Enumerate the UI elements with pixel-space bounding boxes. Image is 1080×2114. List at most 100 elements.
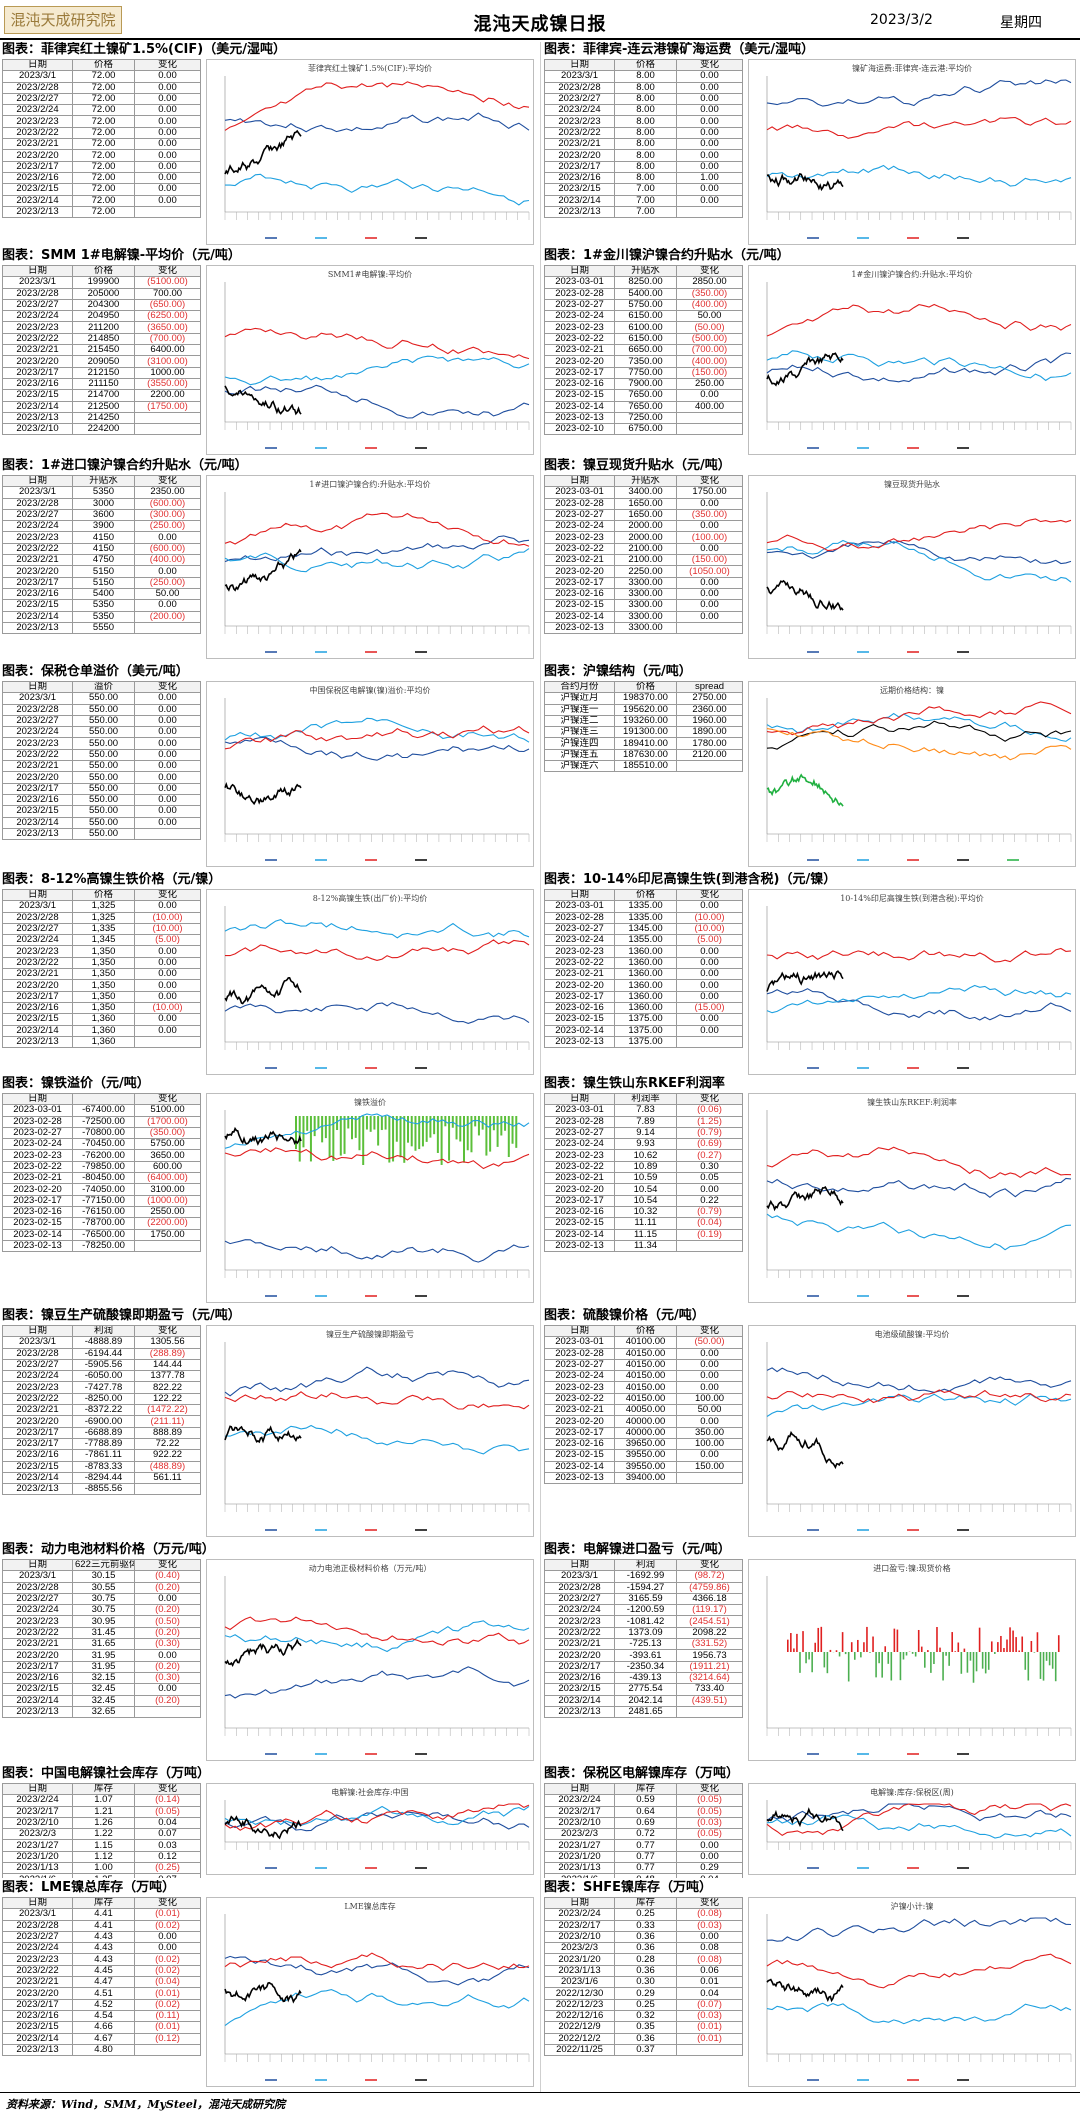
table-row: 2023/2/21 72.00 0.00 [2,138,201,151]
report-header: 混沌天成研究院 混沌天成镍日报 2023/3/2 星期四 [0,0,1080,40]
trend-chart: 中国保税区电解镍(镍)溢价:平均价 [206,681,534,867]
table-cell: 2023/2/16 [2,1001,73,1015]
table-row: 2023/2/22 1,350 0.00 [2,956,201,970]
table-cell: 4.43 [72,1953,135,1966]
table-cell: 1.00 [676,171,743,185]
table-row: 2023/2/3 0.36 0.08 [544,1942,743,1955]
table-cell: 0.00 [134,956,201,970]
table-cell: 11.11 [614,1217,677,1230]
table-header: 日期 [544,1092,615,1106]
table-cell: 2023/2/22 [544,1626,615,1640]
table-cell: 2023/2/17 [544,160,615,173]
table-cell: 0.69 [614,1816,677,1830]
table-row: 2023/2/24 204950 (6250.00) [2,310,201,323]
table-row: 2023/3/1 8.00 0.00 [544,70,743,83]
data-table: 日期 溢价 变化 2023/3/1 550.00 0.00 2023/2/28 550.00 0… [2,680,201,841]
table-cell: 2023/2/28 [2,287,73,300]
table-cell: 4.54 [72,2009,135,2023]
table-cell: 0.00 [676,115,743,128]
table-cell: 2023-02-13 [2,1239,73,1253]
table-cell: (10.00) [676,922,743,936]
table-row: 2023/2/13 5550 [2,621,201,635]
table-cell: 3650.00 [134,1149,201,1162]
table-cell: 2023-02-13 [544,411,615,425]
table-cell: 0.00 [676,1013,743,1026]
chart-canvas [224,1914,530,2081]
table-row: 2023/2/15 -8783.33 (488.89) [2,1460,201,1473]
bar-mark [466,1116,469,1151]
table-row: 2023/2/13 72.00 [2,205,201,219]
panel-title: 图表：动力电池材料价格（万元/吨） [2,1542,215,1557]
bar-mark [504,1116,507,1131]
chart-title: 8-12%高镍生铁(出厂价):平均价 [312,894,428,903]
series-line [224,512,530,547]
table-row: 2023/2/14 72.00 0.00 [2,194,201,207]
table-row: 2023/2/27 -5905.56 144.44 [2,1358,201,1372]
table-cell: (211.11) [134,1415,201,1428]
table-cell: (4759.86) [676,1581,743,1594]
table-cell: 31.45 [72,1626,135,1640]
table-cell: (0.20) [134,1581,201,1594]
chart-title: 电解镍:库存:保税区(周) [870,1788,954,1797]
table-cell: 2023/2/23 [2,531,73,544]
panel-title: 图表：硫酸镍价格（元/吨） [544,1308,705,1323]
table-cell: 195620.00 [614,703,677,716]
table-cell: 700.00 [134,287,201,300]
table-cell: 733.40 [676,1683,743,1696]
table-cell: 0.00 [676,126,743,140]
table-cell: 32.15 [72,1671,135,1685]
table-header: 变化 [134,1092,201,1106]
table-row: 2023/2/14 2042.14 (439.51) [544,1694,743,1707]
table-row: 2023/3/1 30.15 (0.40) [2,1570,201,1583]
bar-mark [395,1116,398,1142]
trend-chart: SMM1#电解镍:平均价 [206,265,534,455]
table-cell: 2023-02-27 [544,508,615,522]
table-cell: -67400.00 [72,1104,135,1117]
bar-mark [802,1631,804,1652]
table-cell [134,827,201,841]
bar-mark [414,1116,417,1151]
table-row: 2023/2/14 5350 (200.00) [2,610,201,623]
table-cell: (0.79) [676,1126,743,1140]
table-cell: 沪镍连六 [544,760,615,773]
table-cell [134,411,201,425]
table-cell: 3300.00 [614,587,677,601]
table-row: 2023/2/27 72.00 0.00 [2,92,201,106]
table-cell: 1.25 [72,1873,135,1878]
table-cell: 0.25 [614,1998,677,2011]
series-line [224,1126,302,1146]
table-cell: 2850.00 [676,276,743,289]
table-cell: 2023/2/28 [2,497,73,510]
chart-canvas [766,1914,1072,2081]
panel-8: 图表：沪镍结构（元/吨） 合约月份 价格 spread 沪镍近月 198370.00 275… [544,664,1078,870]
table-row: 2023/2/23 72.00 0.00 [2,115,201,128]
bar-mark [365,1116,368,1130]
bar-mark [808,1652,810,1660]
table-cell: 2023/2/21 [2,760,73,773]
table-cell: 2023/2/16 [2,2009,73,2023]
bar-mark [1015,1637,1017,1652]
table-cell: 2023-02-14 [2,1228,73,1241]
table-row: 2023/2/17 0.64 (0.05) [544,1805,743,1818]
table-cell: 2023-03-01 [544,1336,615,1349]
table-row: 2022/12/9 0.35 (0.01) [544,2021,743,2034]
bar-mark [841,1632,844,1652]
table-cell: 550.00 [72,737,135,750]
table-cell: 2023/2/14 [2,816,73,829]
table-cell: 250.00 [676,377,743,391]
table-header: 升贴水 [614,264,677,278]
table-cell: 2023/2/10 [544,1816,615,1830]
table-cell: (0.20) [134,1604,201,1617]
data-table: 日期 价格 变化 2023/3/1 1,325 0.00 2023/2/28 1,325 (10… [2,888,201,1049]
table-row: 2023/2/17 -7788.89 72.22 [2,1437,201,1451]
table-cell: 2023/2/28 [544,1581,615,1594]
panel-5: 图表：1#进口镍沪镍合约升贴水（元/吨） 日期 升贴水 变化 2023/3/1 5350 2… [2,458,536,662]
bar-mark [793,1648,795,1652]
bar-mark [838,1652,841,1657]
table-cell: 2023-02-16 [544,1205,615,1219]
table-row: 2023-03-01 3400.00 1750.00 [544,486,743,499]
table-cell: 550.00 [72,816,135,829]
panel-title: 图表：LME镍总库存（万吨） [2,1880,176,1895]
table-cell: 204950 [72,310,135,323]
table-cell: 沪镍连三 [544,726,615,739]
